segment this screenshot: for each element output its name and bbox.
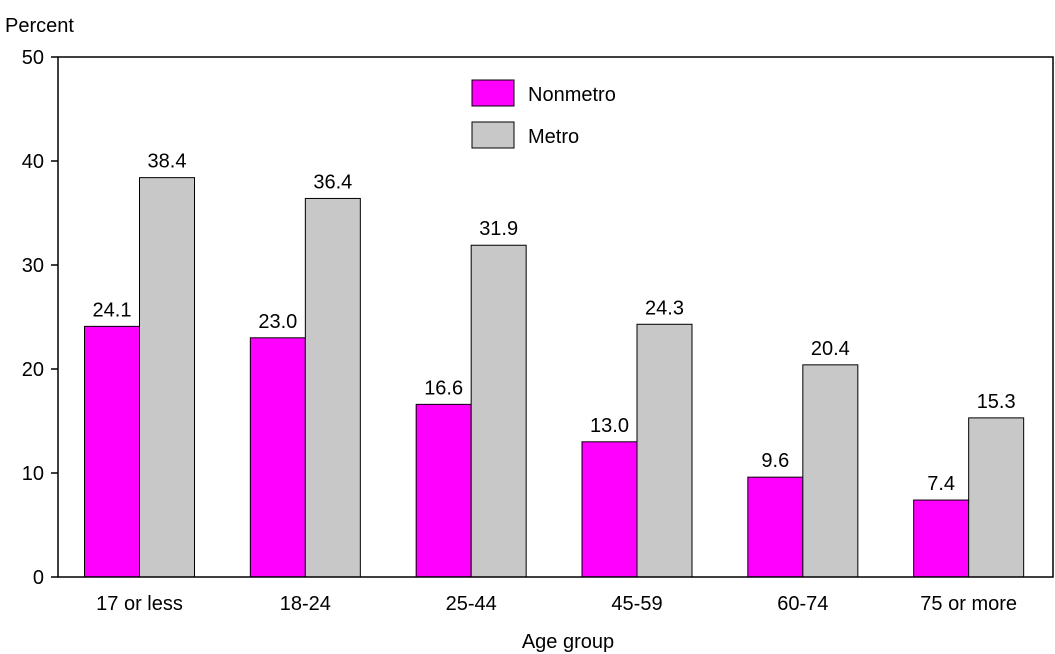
bar-metro-2 <box>470 244 527 578</box>
data-label-nonmetro-0: 24.1 <box>93 299 132 321</box>
data-label-metro-5: 15.3 <box>977 391 1016 413</box>
legend-label-nonmetro: Nonmetro <box>528 84 616 106</box>
x-category-label: 17 or less <box>96 593 183 615</box>
bar-metro-4 <box>802 364 859 578</box>
data-label-metro-4: 20.4 <box>811 338 850 360</box>
data-label-nonmetro-4: 9.6 <box>761 450 789 472</box>
data-label-metro-3: 24.3 <box>645 297 684 319</box>
x-category-label: 60-74 <box>777 593 828 615</box>
data-label-nonmetro-1: 23.0 <box>258 311 297 333</box>
y-tick-label: 20 <box>22 359 44 381</box>
x-category-label: 75 or more <box>920 593 1017 615</box>
y-tick-label: 30 <box>22 255 44 277</box>
y-tick-label: 50 <box>22 47 44 69</box>
bar-metro-5 <box>968 417 1025 578</box>
legend-label-metro: Metro <box>528 126 579 148</box>
bar-nonmetro-2 <box>415 403 472 578</box>
x-category-label: 45-59 <box>611 593 662 615</box>
data-label-metro-2: 31.9 <box>479 218 518 240</box>
bar-metro-3 <box>636 323 693 578</box>
legend: Nonmetro Metro <box>471 79 616 149</box>
data-label-metro-0: 38.4 <box>148 151 187 173</box>
bar-nonmetro-4 <box>747 476 804 578</box>
y-tick-label: 0 <box>33 567 44 589</box>
plot-area-frame <box>57 56 1054 578</box>
data-label-nonmetro-5: 7.4 <box>927 473 955 495</box>
y-axis-title: Percent <box>5 15 74 37</box>
legend-swatch-nonmetro <box>471 79 515 107</box>
bar-nonmetro-0 <box>84 325 140 578</box>
data-label-nonmetro-2: 16.6 <box>424 377 463 399</box>
data-label-nonmetro-3: 13.0 <box>590 415 629 437</box>
bar-metro-1 <box>304 197 361 578</box>
bar-nonmetro-3 <box>581 441 638 578</box>
y-tick-label: 40 <box>22 151 44 173</box>
bar-nonmetro-5 <box>913 499 970 578</box>
legend-swatch-metro <box>471 121 515 149</box>
x-category-label: 25-44 <box>446 593 497 615</box>
x-axis-title: Age group <box>522 631 614 653</box>
bar-nonmetro-1 <box>249 337 306 578</box>
x-category-label: 18-24 <box>280 593 331 615</box>
y-tick-label: 10 <box>22 463 44 485</box>
data-label-metro-1: 36.4 <box>313 171 352 193</box>
bar-metro-0 <box>139 177 195 578</box>
